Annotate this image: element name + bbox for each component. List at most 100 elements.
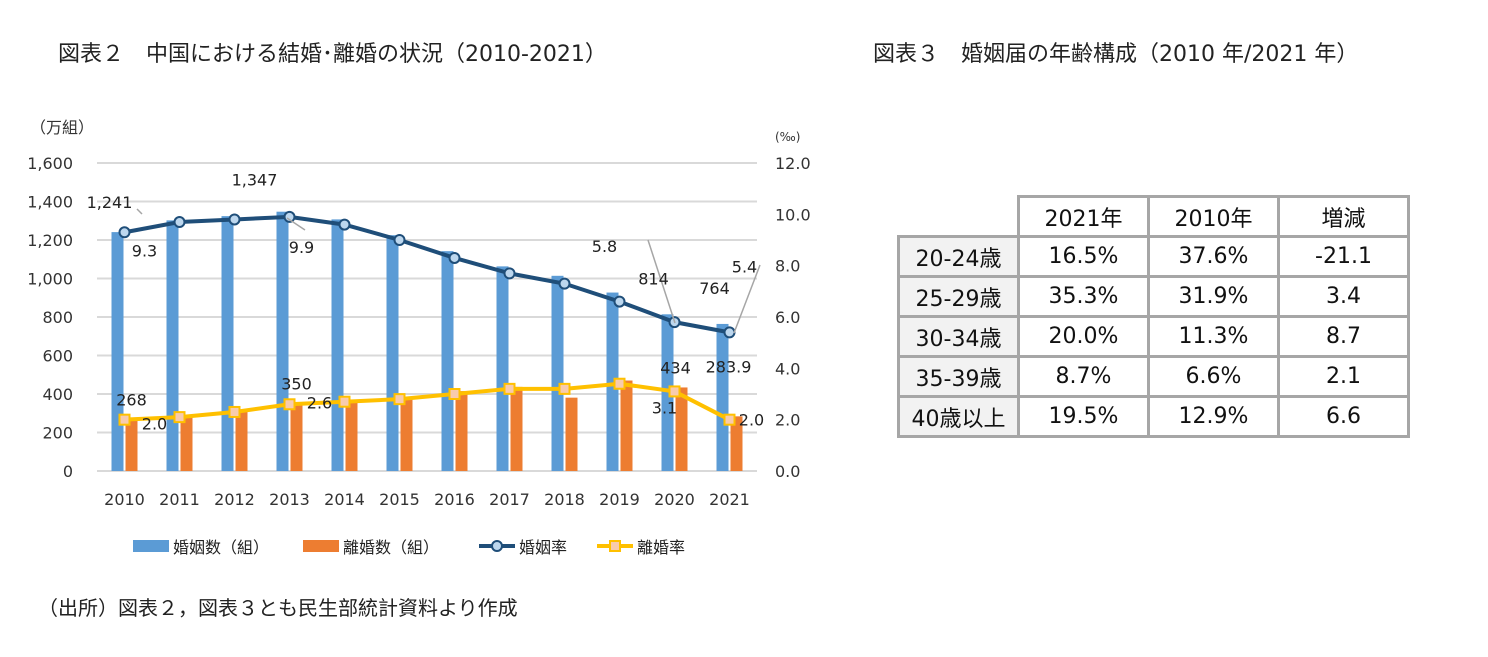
right-tick-label: 10.0 [775,205,811,224]
x-tick-label: 2013 [269,490,310,509]
table-cell: 2.1 [1277,355,1410,398]
left-tick-label: 0 [63,462,73,481]
divorce-bar [400,397,413,471]
table-row: 20-24歳 16.5% 37.6% -21.1 [897,235,1410,278]
table-cell: 19.5% [1017,395,1150,438]
table-cell: 8.7 [1277,315,1410,358]
divorce-bar [290,403,303,471]
marriage-bar [606,292,619,471]
right-axis-unit: (‰) [775,130,800,144]
source-note: （出所）図表２，図表３とも民生部統計資料より作成 [38,596,518,620]
legend-label: 婚姻率 [519,538,567,557]
divorce-bar [125,419,138,471]
marriage-bar [441,251,454,471]
x-tick-label: 2012 [214,490,255,509]
legend-swatch [303,540,339,552]
marriage-rate-marker [723,326,736,339]
marriage-rate-marker [558,277,571,290]
leader-line [647,239,676,324]
right-tick-label: 6.0 [775,308,800,327]
leader-line [733,264,761,334]
x-tick-label: 2015 [379,490,420,509]
marriage-rate-marker [448,251,461,264]
figure3-title: 図表３ 婚姻届の年齢構成（2010 年/2021 年） [873,42,1359,67]
legend-label: 離婚数（組） [343,538,439,557]
right-tick-label: 4.0 [775,359,800,378]
marriage-rate-marker [173,216,186,229]
divorce-rate-marker [173,411,186,424]
data-label: 5.8 [592,237,617,256]
legend-label: 婚姻数（組） [173,538,269,557]
left-tick-label: 200 [42,424,73,443]
marriage-bar [111,232,124,471]
left-tick-label: 800 [42,308,73,327]
left-axis-unit: （万組） [30,118,94,137]
legend-marker [491,540,503,552]
marriage-bar [276,211,289,471]
table-row: 40歳以上 19.5% 12.9% 6.6 [897,395,1410,438]
table-cell: -21.1 [1277,235,1410,278]
marriage-rate-marker [613,295,626,308]
marriage-divorce-chart: 0 200 400 600 800 1,000 1,200 1,400 1,600 0.0 2.0 4… [27,118,811,557]
divorce-bar [620,380,633,471]
marriage-bar [386,235,399,471]
x-tick-label: 2019 [599,490,640,509]
table-header-row: 2021年 2010年 増減 [898,195,1410,238]
divorce-rate-marker [393,393,406,406]
table-row: 35-39歳 8.7% 6.6% 2.1 [897,355,1410,398]
divorce-rate-marker [613,377,626,390]
table-cell: 11.3% [1147,315,1280,358]
data-label: 5.4 [732,257,757,276]
left-tick-label: 600 [42,347,73,366]
marriage-rate-marker [338,218,351,231]
marriage-bar [661,314,674,471]
divorce-bar [455,391,468,471]
x-tick-label: 2017 [489,490,530,509]
leader-line [286,217,306,231]
table-cell: 20.0% [1017,315,1150,358]
divorce-bar [345,400,358,471]
divorce-rate-marker [558,382,571,395]
column-header: 2021年 [1017,195,1150,238]
table-cell: 31.9% [1147,275,1280,318]
right-tick-label: 12.0 [775,154,811,173]
divorce-rate-marker [283,398,296,411]
legend-swatch [133,540,169,552]
marriage-rate-line [124,214,730,335]
divorce-rate-marker [338,395,351,408]
data-label: 9.9 [289,238,314,257]
data-label: 1,241 [87,193,133,212]
leader-line [136,208,143,215]
table-cell: 12.9% [1147,395,1280,438]
divorce-rate-marker [228,405,241,418]
x-tick-label: 2016 [434,490,475,509]
x-tick-label: 2014 [324,490,365,509]
divorce-bar [180,415,193,471]
divorce-bar [235,411,248,471]
data-label: 9.3 [132,241,157,260]
data-label: 2.0 [739,411,764,430]
divorce-rate-line [124,381,731,422]
divorce-bar [510,386,523,471]
table-cell: 8.7% [1017,355,1150,398]
data-label: 268 [116,390,147,409]
column-header: 増減 [1277,195,1410,238]
row-header: 30-34歳 [897,315,1020,358]
divorce-bar [565,397,578,471]
marriage-rate-marker [118,226,131,239]
divorce-bar [675,387,688,471]
divorce-rate-marker [448,388,461,400]
data-label: 764 [699,279,730,298]
data-label: 2.0 [142,415,167,434]
marriage-bar [716,323,729,471]
legend-marker [609,540,621,552]
column-header: 2010年 [1147,195,1280,238]
left-tick-label: 1,200 [27,231,73,250]
column-header [898,196,1020,238]
data-label: 1,347 [232,171,278,190]
divorce-rate-marker [723,413,736,426]
left-tick-label: 1,600 [27,154,73,173]
data-label: 350 [281,375,312,394]
x-tick-label: 2011 [159,490,200,509]
left-tick-label: 1,400 [27,193,73,212]
